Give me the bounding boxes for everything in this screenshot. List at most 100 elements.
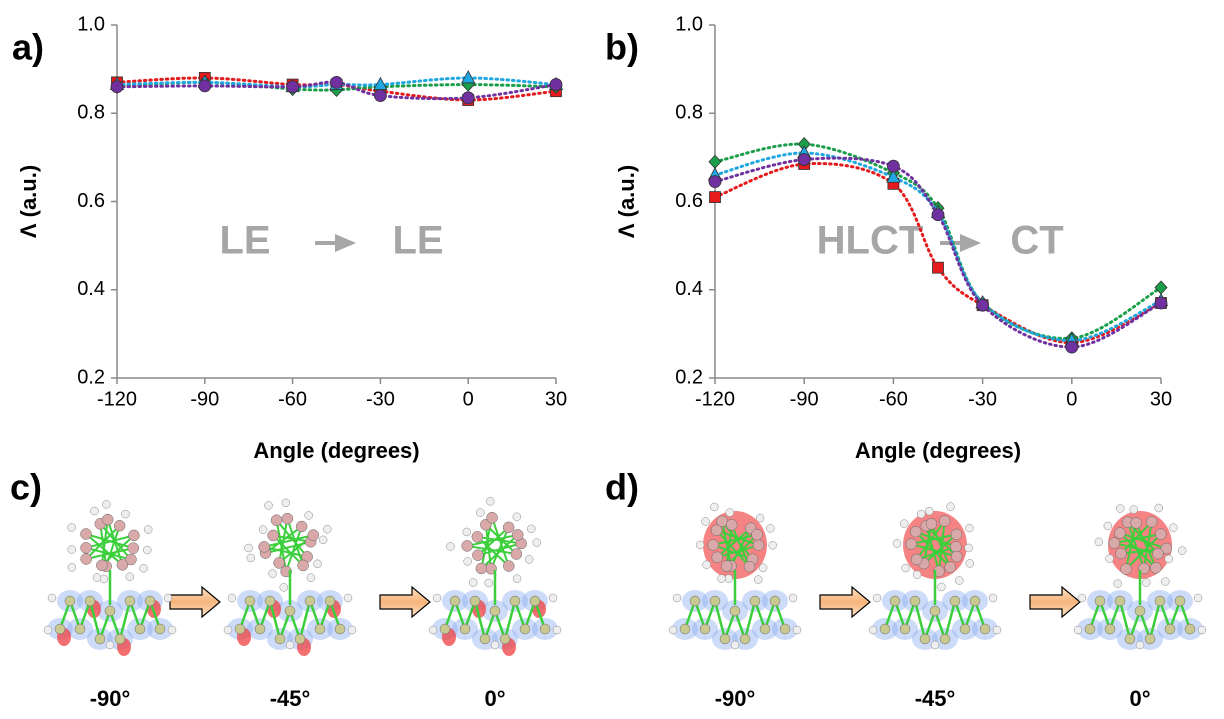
caption: 0° <box>1129 686 1150 711</box>
atom <box>752 529 763 540</box>
atom <box>1185 624 1195 634</box>
x-tick-label: -120 <box>97 388 137 410</box>
atom <box>325 596 335 606</box>
marker <box>932 209 944 221</box>
atom <box>700 624 710 634</box>
atom <box>115 634 125 644</box>
x-tick-label: -120 <box>695 388 735 410</box>
atom <box>744 561 755 572</box>
hydrogen <box>549 594 557 602</box>
atom <box>274 557 285 568</box>
hydrogen <box>989 594 997 602</box>
atom <box>472 531 483 542</box>
atom <box>680 624 690 634</box>
hydrogen <box>769 541 777 549</box>
y-tick-label: 0.2 <box>675 366 703 388</box>
atom <box>910 526 921 537</box>
hydrogen <box>228 594 236 602</box>
hydrogen <box>793 626 801 634</box>
hydrogen <box>669 626 677 634</box>
atom <box>1115 548 1126 559</box>
atom <box>487 512 498 523</box>
hydrogen <box>106 641 114 649</box>
molecule <box>1074 504 1206 650</box>
hydrogen <box>282 499 290 507</box>
hydrogen <box>126 573 134 581</box>
marker <box>111 81 123 93</box>
x-tick-label: -90 <box>190 388 219 410</box>
annotation: HLCT <box>817 219 924 263</box>
marker <box>462 92 474 104</box>
x-tick-label: -90 <box>790 388 819 410</box>
hydrogen <box>993 626 1001 634</box>
hydrogen <box>673 594 681 602</box>
hydrogen <box>469 579 477 587</box>
atom <box>906 539 917 550</box>
marker <box>331 76 343 88</box>
hydrogen <box>1169 524 1177 532</box>
atom <box>1135 606 1145 616</box>
hydrogen <box>902 564 910 572</box>
marker <box>1155 297 1167 309</box>
hydrogen <box>917 510 925 518</box>
hydrogen <box>1198 626 1206 634</box>
hydrogen <box>348 626 356 634</box>
atom <box>298 560 309 571</box>
hydrogen <box>696 541 704 549</box>
atom <box>128 530 139 541</box>
atom <box>930 606 940 616</box>
hydrogen <box>701 517 709 525</box>
atom <box>75 624 85 634</box>
panel-label: c) <box>10 467 42 508</box>
marker <box>374 90 386 102</box>
hydrogen <box>264 501 272 509</box>
marker <box>798 154 810 166</box>
marker <box>709 155 721 168</box>
x-tick-label: 0 <box>463 388 474 410</box>
molecule <box>44 500 176 656</box>
atom <box>540 624 550 634</box>
atom <box>450 596 460 606</box>
marker <box>1155 281 1167 294</box>
atom <box>939 516 950 527</box>
x-tick-label: -30 <box>968 388 997 410</box>
hydrogen <box>1106 555 1114 563</box>
atom <box>1145 634 1155 644</box>
atom <box>712 552 723 563</box>
marker <box>977 299 989 311</box>
series-line <box>715 144 1161 339</box>
hydrogen <box>527 525 535 533</box>
atom <box>951 551 962 562</box>
hydrogen <box>259 526 267 534</box>
atom <box>135 624 145 634</box>
atom <box>285 606 295 616</box>
y-tick-label: 1.0 <box>77 13 105 35</box>
atom <box>1114 528 1125 539</box>
y-axis-label: Λ (a.u.) <box>16 165 41 238</box>
atom <box>315 624 325 634</box>
marker <box>887 160 899 172</box>
x-axis-label: Angle (degrees) <box>253 438 419 463</box>
hydrogen <box>965 544 973 552</box>
atom <box>305 596 315 606</box>
marker <box>933 262 944 273</box>
x-tick-label: 30 <box>545 388 567 410</box>
marker <box>199 80 211 92</box>
hydrogen <box>463 528 471 536</box>
atom <box>753 540 764 551</box>
hydrogen <box>247 554 255 562</box>
hydrogen <box>766 524 774 532</box>
hydrogen <box>789 594 797 602</box>
atom <box>271 515 282 526</box>
hydrogen <box>513 575 521 583</box>
hydrogen <box>245 544 253 552</box>
atom <box>1095 596 1105 606</box>
hydrogen <box>121 510 129 518</box>
atom <box>726 519 737 530</box>
x-tick-label: -60 <box>278 388 307 410</box>
atom <box>708 539 719 550</box>
caption: -90° <box>90 686 131 711</box>
atom <box>1105 624 1115 634</box>
hydrogen <box>900 520 908 528</box>
atom <box>265 596 275 606</box>
